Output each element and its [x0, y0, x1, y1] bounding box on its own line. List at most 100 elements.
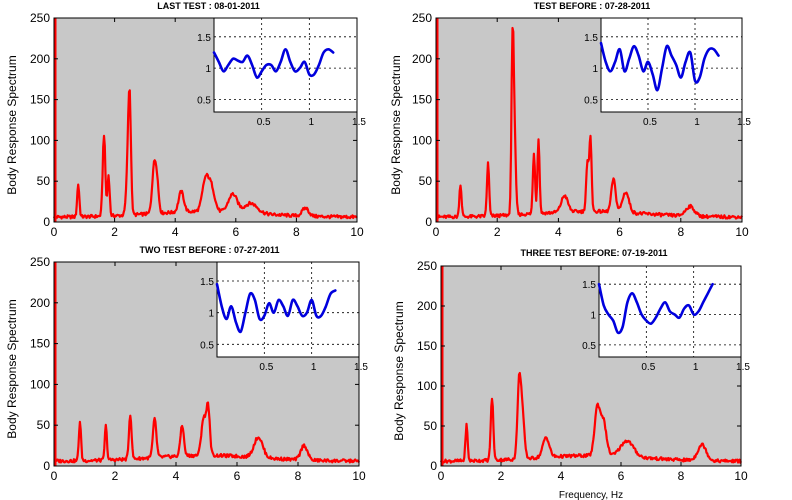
x-tick-label: 2	[112, 469, 119, 483]
inset-x-tick-label: 1.5	[352, 117, 366, 128]
inset-area	[213, 17, 358, 113]
x-tick-label: 6	[234, 469, 241, 483]
x-tick-label: 6	[232, 225, 239, 239]
inset-y-tick-label: 1.5	[584, 33, 598, 44]
inset-y-tick-label: 0.5	[197, 95, 211, 106]
inset-y-tick-label: 1.5	[197, 33, 211, 44]
inset-line	[212, 47, 335, 79]
y-tick-label: 0	[43, 215, 50, 229]
inset-chart: 0.5 1 1.5 0.5 1 1.5	[582, 265, 750, 373]
spectrum-line	[435, 26, 743, 220]
x-tick-label: 10	[350, 225, 364, 239]
inset-y-tick-label: 0.5	[584, 95, 598, 106]
y-tick-label: 100	[30, 133, 50, 147]
x-tick-label: 4	[558, 469, 565, 483]
y-tick-label: 250	[412, 11, 432, 25]
inset-x-tick-label: 1	[693, 362, 699, 373]
inset-area	[598, 265, 742, 358]
inset-chart: 0.5 1 1.5 0.5 1 1.5	[584, 17, 751, 128]
inset-line	[215, 282, 337, 334]
inset-y-tick-label: 0.5	[200, 340, 214, 351]
x-tick-label: 0	[438, 469, 445, 483]
spectrum-line	[52, 89, 358, 220]
axes-frame	[435, 17, 743, 223]
x-tick-label: 2	[498, 469, 505, 483]
inset-y-tick-label: 0.5	[582, 341, 596, 352]
x-axis-label: Frequency, Hz	[559, 490, 623, 500]
x-tick-label: 0	[433, 225, 440, 239]
y-tick-label: 200	[412, 52, 432, 66]
y-axis-label: Body Response Spectrum	[389, 55, 403, 194]
y-tick-label: 50	[424, 419, 438, 433]
inset-chart: 0.5 1 1.5 0.5 1 1.5	[200, 261, 368, 373]
x-tick-label: 10	[735, 225, 749, 239]
x-tick-label: 4	[555, 225, 562, 239]
x-tick-label: 10	[352, 469, 366, 483]
y-tick-label: 250	[417, 259, 437, 273]
y-tick-label: 250	[30, 11, 50, 25]
inset-y-tick-label: 1.5	[200, 277, 214, 288]
inset-x-tick-label: 1.5	[354, 362, 368, 373]
y-axis-label: Body Response Spectrum	[392, 301, 406, 440]
inset-y-tick-label: 1	[590, 311, 596, 322]
y-tick-label: 150	[30, 93, 50, 107]
x-tick-label: 2	[494, 225, 501, 239]
y-tick-label: 50	[37, 418, 51, 432]
inset-x-tick-label: 1.5	[737, 117, 751, 128]
y-tick-label: 150	[30, 337, 50, 351]
inset-x-tick-label: 1	[311, 362, 317, 373]
y-tick-label: 0	[43, 459, 50, 473]
inset-x-tick-label: 1	[694, 117, 700, 128]
x-tick-label: 6	[616, 225, 623, 239]
inset-x-tick-label: 0.5	[259, 362, 273, 373]
spectrum-line	[439, 371, 742, 464]
inset-line	[599, 41, 720, 92]
y-axis-label: Body Response Spectrum	[5, 299, 19, 438]
inset-area	[216, 261, 360, 358]
inset-x-tick-label: 1	[309, 117, 315, 128]
inset-chart: 0.5 1 1.5 0.5 1 1.5	[197, 17, 366, 128]
x-tick-label: 0	[51, 225, 58, 239]
x-tick-label: 8	[678, 469, 685, 483]
inset-y-tick-label: 1	[208, 309, 214, 320]
x-tick-label: 4	[173, 469, 180, 483]
y-tick-label: 0	[425, 215, 432, 229]
x-tick-label: 8	[677, 225, 684, 239]
inset-y-tick-label: 1.5	[582, 280, 596, 291]
chart-title: THREE TEST BEFORE: 07-19-2011	[520, 248, 667, 258]
inset-y-tick-label: 1	[205, 64, 211, 75]
axes-frame	[53, 261, 360, 467]
x-tick-label: 8	[295, 469, 302, 483]
x-tick-label: 2	[111, 225, 118, 239]
chart-title: TEST BEFORE : 07-28-2011	[534, 1, 651, 11]
y-tick-label: 200	[30, 296, 50, 310]
y-tick-label: 200	[417, 299, 437, 313]
y-tick-label: 150	[417, 339, 437, 353]
y-tick-label: 50	[37, 174, 51, 188]
x-tick-label: 6	[618, 469, 625, 483]
inset-x-tick-label: 0.5	[643, 117, 657, 128]
inset-line	[597, 282, 714, 335]
inset-x-tick-label: 0.5	[641, 362, 655, 373]
inset-x-tick-label: 1.5	[736, 362, 750, 373]
x-tick-label: 4	[172, 225, 179, 239]
y-tick-label: 100	[412, 133, 432, 147]
y-tick-label: 50	[419, 174, 433, 188]
y-tick-label: 200	[30, 52, 50, 66]
inset-x-tick-label: 0.5	[257, 117, 271, 128]
chart-title: LAST TEST : 08-01-2011	[157, 1, 260, 11]
axes-frame	[440, 265, 742, 467]
inset-y-tick-label: 1	[592, 64, 598, 75]
x-tick-label: 8	[293, 225, 300, 239]
y-tick-label: 250	[30, 255, 50, 269]
y-axis-label: Body Response Spectrum	[5, 55, 19, 194]
y-tick-label: 150	[412, 93, 432, 107]
y-tick-label: 100	[417, 379, 437, 393]
chart-title: TWO TEST BEFORE : 07-27-2011	[139, 245, 279, 255]
spectrum-line	[53, 401, 360, 464]
